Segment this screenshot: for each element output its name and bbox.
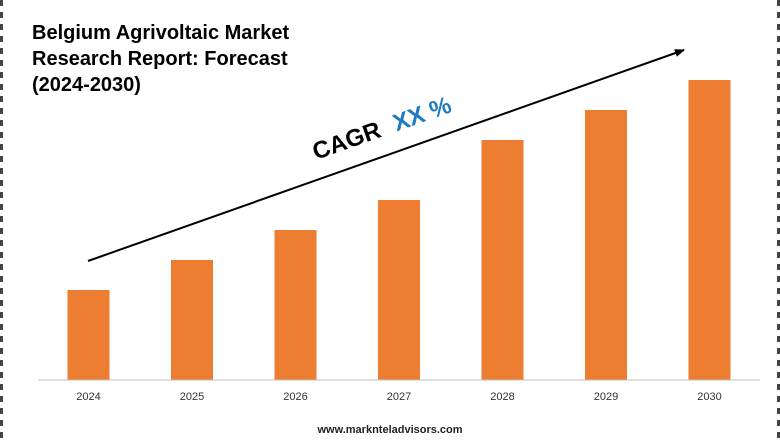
bar-2028 xyxy=(481,140,524,380)
chart-title: Belgium Agrivoltaic Market Research Repo… xyxy=(32,20,332,98)
title-line-2: Research Report: Forecast xyxy=(32,48,288,70)
x-tick-label: 2029 xyxy=(594,391,618,403)
bar-2026 xyxy=(274,230,317,380)
cagr-value: XX % xyxy=(389,92,455,137)
x-axis-ticks: 2024 2025 2026 2027 2028 2029 2030 xyxy=(76,391,721,403)
x-tick-label: 2025 xyxy=(180,391,204,403)
title-line-1: Belgium Agrivoltaic Market xyxy=(32,22,290,44)
x-tick-label: 2027 xyxy=(387,391,411,403)
x-tick-label: 2028 xyxy=(490,391,514,403)
source-url: www.marknteladvisors.com xyxy=(317,424,463,436)
bar-2029 xyxy=(585,110,627,380)
title-line-3: (2024-2030) xyxy=(32,74,141,96)
bar-2027 xyxy=(378,200,420,380)
x-tick-label: 2026 xyxy=(283,391,307,403)
x-tick-label: 2030 xyxy=(697,391,721,403)
bar-2024 xyxy=(67,290,110,380)
x-tick-label: 2024 xyxy=(76,391,100,403)
cagr-annotation: CAGR XX % xyxy=(309,92,455,166)
bar-series xyxy=(67,80,731,380)
bar-2025 xyxy=(171,260,213,380)
cagr-label: CAGR xyxy=(309,117,385,166)
trend-arrow xyxy=(87,49,685,262)
bar-2030 xyxy=(688,80,731,380)
